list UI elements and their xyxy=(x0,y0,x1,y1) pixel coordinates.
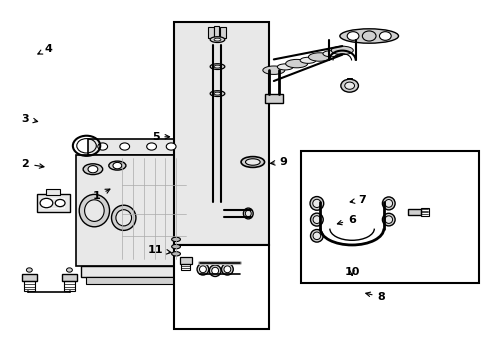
Bar xyxy=(173,245,268,329)
Circle shape xyxy=(98,143,107,150)
Bar xyxy=(264,94,282,103)
Bar xyxy=(64,281,75,291)
Bar xyxy=(173,22,268,245)
Bar xyxy=(41,198,63,208)
Bar xyxy=(180,257,191,264)
Ellipse shape xyxy=(210,64,224,69)
Ellipse shape xyxy=(111,205,136,230)
Bar xyxy=(62,274,77,281)
Ellipse shape xyxy=(384,199,392,207)
Ellipse shape xyxy=(300,57,315,63)
Bar xyxy=(407,209,420,215)
Ellipse shape xyxy=(382,197,394,210)
Text: 3: 3 xyxy=(21,114,38,124)
Bar xyxy=(37,194,70,212)
Ellipse shape xyxy=(209,265,221,276)
Ellipse shape xyxy=(312,216,320,224)
Bar xyxy=(46,189,60,195)
Bar xyxy=(24,281,35,291)
Ellipse shape xyxy=(214,65,221,68)
Circle shape xyxy=(55,199,65,207)
Ellipse shape xyxy=(241,157,264,167)
Circle shape xyxy=(166,143,176,150)
Ellipse shape xyxy=(312,232,320,240)
Ellipse shape xyxy=(285,59,307,68)
Ellipse shape xyxy=(171,237,180,242)
Ellipse shape xyxy=(211,267,218,274)
Bar xyxy=(420,208,428,216)
Ellipse shape xyxy=(84,200,104,221)
Ellipse shape xyxy=(171,252,180,256)
Ellipse shape xyxy=(243,208,253,219)
Ellipse shape xyxy=(108,161,126,170)
Ellipse shape xyxy=(310,230,323,242)
Circle shape xyxy=(362,31,375,41)
Bar xyxy=(81,266,185,277)
Bar xyxy=(88,139,178,155)
Ellipse shape xyxy=(310,213,323,226)
Bar xyxy=(300,151,478,283)
Bar xyxy=(85,277,181,284)
Ellipse shape xyxy=(245,159,260,165)
Circle shape xyxy=(340,79,358,92)
Text: 7: 7 xyxy=(349,195,365,205)
Ellipse shape xyxy=(116,210,131,226)
Bar xyxy=(76,155,190,266)
Text: 1: 1 xyxy=(93,189,110,201)
Ellipse shape xyxy=(83,164,102,175)
Circle shape xyxy=(379,32,390,40)
Ellipse shape xyxy=(384,216,392,223)
Text: 9: 9 xyxy=(270,157,287,167)
Ellipse shape xyxy=(382,213,394,226)
Ellipse shape xyxy=(79,194,109,227)
Ellipse shape xyxy=(197,264,208,275)
Text: 2: 2 xyxy=(21,159,44,169)
Circle shape xyxy=(344,82,354,89)
Circle shape xyxy=(120,143,129,150)
Ellipse shape xyxy=(339,29,398,43)
Text: 4: 4 xyxy=(38,44,53,54)
Ellipse shape xyxy=(277,64,293,70)
Text: 10: 10 xyxy=(344,267,359,277)
Circle shape xyxy=(26,268,32,272)
Ellipse shape xyxy=(214,38,221,41)
Ellipse shape xyxy=(210,37,224,42)
Ellipse shape xyxy=(263,66,284,75)
Bar xyxy=(220,27,225,38)
Bar xyxy=(22,274,37,281)
Circle shape xyxy=(88,166,98,173)
Circle shape xyxy=(40,198,53,208)
Bar xyxy=(207,27,213,38)
Ellipse shape xyxy=(309,197,323,210)
Ellipse shape xyxy=(224,266,230,273)
Ellipse shape xyxy=(221,264,233,275)
Bar xyxy=(214,26,219,39)
Circle shape xyxy=(346,32,358,40)
Text: 8: 8 xyxy=(365,292,385,302)
Bar xyxy=(181,264,190,270)
Circle shape xyxy=(146,143,156,150)
Text: 11: 11 xyxy=(147,245,171,255)
Ellipse shape xyxy=(245,210,251,217)
Text: 5: 5 xyxy=(151,132,169,142)
Circle shape xyxy=(66,268,72,272)
Text: 6: 6 xyxy=(337,215,355,225)
Circle shape xyxy=(113,162,122,169)
Ellipse shape xyxy=(199,266,206,273)
Ellipse shape xyxy=(214,92,221,95)
Ellipse shape xyxy=(308,53,330,61)
Ellipse shape xyxy=(322,51,338,57)
Ellipse shape xyxy=(210,91,224,96)
Bar xyxy=(346,78,351,81)
Ellipse shape xyxy=(330,46,352,55)
Ellipse shape xyxy=(312,199,320,207)
Ellipse shape xyxy=(171,244,180,249)
